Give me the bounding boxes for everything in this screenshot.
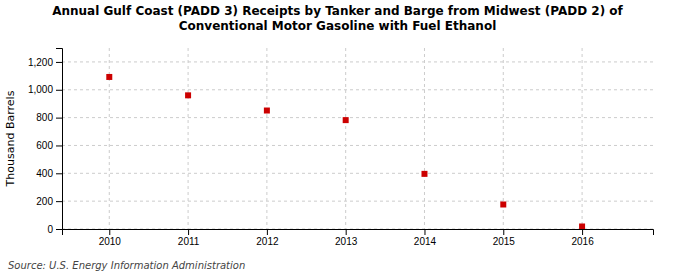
grid-line <box>62 117 653 118</box>
plot: 2010 2011 2012 2013 2014 2015 2016 0 200 400 600 80… <box>28 48 654 247</box>
tick: 0 <box>47 224 62 235</box>
tick-mark <box>424 229 425 235</box>
tick-mark <box>56 229 62 230</box>
tick-label: 0 <box>47 224 53 235</box>
tick-label: 2010 <box>99 236 122 247</box>
tick: 2015 <box>493 229 516 247</box>
tick-label: 2013 <box>335 236 358 247</box>
tick-label: 1,200 <box>28 57 53 68</box>
tick-mark <box>582 229 583 235</box>
source: Source: U.S. Energy Information Administ… <box>8 260 245 271</box>
axis-title: Thousand Barrels <box>4 90 17 187</box>
tick-label: 2011 <box>178 236 200 247</box>
tick-mark <box>56 90 62 91</box>
grid-line <box>62 61 653 62</box>
point <box>421 171 427 177</box>
y-axis: 0 200 400 600 800 1,000 1,200 <box>28 49 63 235</box>
axis-line <box>56 49 63 230</box>
point <box>264 108 270 114</box>
tick-mark <box>503 229 504 235</box>
point <box>500 201 506 207</box>
tick-label: 200 <box>36 196 53 207</box>
tick: 2016 <box>571 229 594 247</box>
points <box>106 74 585 229</box>
tick-mark <box>109 229 110 235</box>
tick-label: 2015 <box>493 236 516 247</box>
tick: 2012 <box>256 229 279 247</box>
axis-line <box>63 230 654 236</box>
grid <box>62 48 653 229</box>
tick: 2011 <box>178 229 200 247</box>
grid-line <box>424 48 425 229</box>
tick-label: 400 <box>36 168 53 179</box>
tick-label: 800 <box>36 112 53 123</box>
grid-line <box>62 89 653 90</box>
tick-mark <box>346 229 347 235</box>
tick: 400 <box>36 168 62 179</box>
grid-line <box>62 201 653 202</box>
tick-label: 600 <box>36 140 53 151</box>
point <box>106 74 112 80</box>
grid-line <box>188 48 189 229</box>
tick-mark <box>188 229 189 235</box>
x-axis: 2010 2011 2012 2013 2014 2015 2016 <box>63 229 654 247</box>
point <box>185 92 191 98</box>
tick: 1,200 <box>28 57 62 68</box>
tick-mark <box>56 118 62 119</box>
tick-mark <box>56 62 62 63</box>
grid-line <box>266 48 267 229</box>
title-line: Annual Gulf Coast (PADD 3) Receipts by T… <box>52 4 623 18</box>
point <box>579 223 585 229</box>
tick-mark <box>267 229 268 235</box>
tick-mark <box>56 201 62 202</box>
grid-line <box>345 48 346 229</box>
chart: 2010 2011 2012 2013 2014 2015 2016 0 200 400 600 80… <box>0 0 675 275</box>
grid-line <box>62 145 653 146</box>
point <box>343 117 349 123</box>
grid-line <box>582 48 583 229</box>
tick: 200 <box>36 196 62 207</box>
title: Annual Gulf Coast (PADD 3) Receipts by T… <box>52 4 623 33</box>
title-line: Conventional Motor Gasoline with Fuel Et… <box>179 19 497 33</box>
tick: 2014 <box>414 229 437 247</box>
tick-label: 1,000 <box>28 84 53 95</box>
tick-label: 2016 <box>571 236 594 247</box>
tick-mark <box>56 173 62 174</box>
tick: 1,000 <box>28 84 62 95</box>
grid-line <box>62 173 653 174</box>
tick-label: 2014 <box>414 236 437 247</box>
tick: 800 <box>36 112 62 123</box>
tick: 2013 <box>335 229 358 247</box>
tick-label: 2012 <box>256 236 279 247</box>
tick-mark <box>56 145 62 146</box>
tick: 2010 <box>99 229 122 247</box>
tick: 600 <box>36 140 62 151</box>
